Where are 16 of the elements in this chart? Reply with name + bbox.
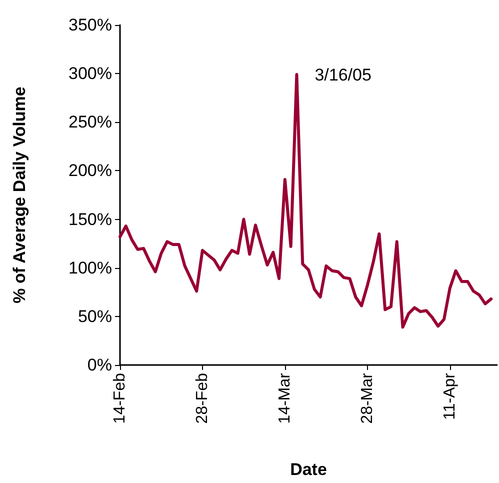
annotation: 3/16/05 xyxy=(314,66,372,85)
x-tick-label: 28-Mar xyxy=(358,372,376,424)
y-tick-label: 350% xyxy=(68,16,112,34)
y-tick-label: 300% xyxy=(68,64,112,84)
x-tick-label: 14-Feb xyxy=(112,372,128,424)
x-axis-title: Date xyxy=(290,460,327,479)
y-tick-label: 50% xyxy=(78,306,112,326)
y-tick-label: 250% xyxy=(68,112,112,132)
x-tick-label: 14-Mar xyxy=(276,372,294,424)
y-axis-title: % of Average Daily Volume xyxy=(10,86,29,304)
y-tick-label: 100% xyxy=(68,258,112,278)
y-tick-label: 200% xyxy=(68,161,112,180)
x-tick-label: 11-Apr xyxy=(441,372,458,420)
y-tick-label: 0% xyxy=(87,356,112,374)
y-tick-label: 150% xyxy=(68,210,112,229)
x-tick-label: 28-Feb xyxy=(194,372,211,424)
